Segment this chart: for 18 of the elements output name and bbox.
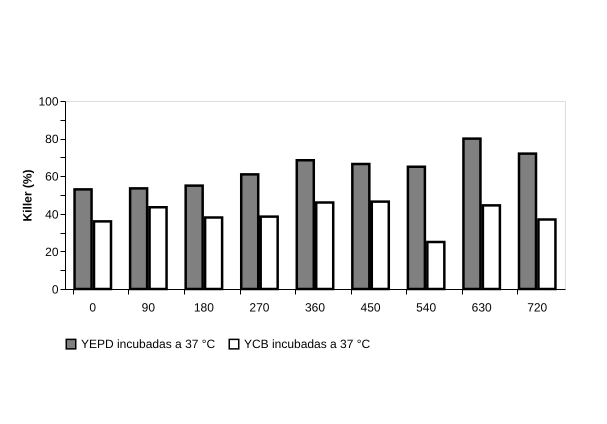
x-tick-label: 630 (472, 300, 492, 314)
y-tick-label: 100 (38, 94, 59, 108)
x-tick-label: 450 (360, 300, 381, 314)
y-tick-label: 20 (45, 244, 59, 259)
x-tick-label: 0 (89, 300, 96, 314)
y-tick-label: 80 (45, 132, 59, 146)
legend-label: YEPD incubadas a 37 °C (81, 337, 216, 352)
y-tick-label: 60 (45, 170, 59, 184)
y-axis-title: Killer (%) (20, 169, 34, 222)
x-tick-label: 180 (194, 300, 214, 314)
y-tick-label: 40 (45, 207, 59, 222)
x-tick-label: 720 (527, 300, 548, 314)
legend-label: YCB incubadas a 37 °C (244, 337, 371, 352)
x-tick-label: 360 (304, 300, 326, 314)
y-tick-label: 0 (52, 282, 59, 296)
x-tick-label: 540 (416, 300, 436, 314)
x-tick-label: 270 (249, 300, 270, 314)
x-tick-label: 90 (142, 300, 156, 314)
